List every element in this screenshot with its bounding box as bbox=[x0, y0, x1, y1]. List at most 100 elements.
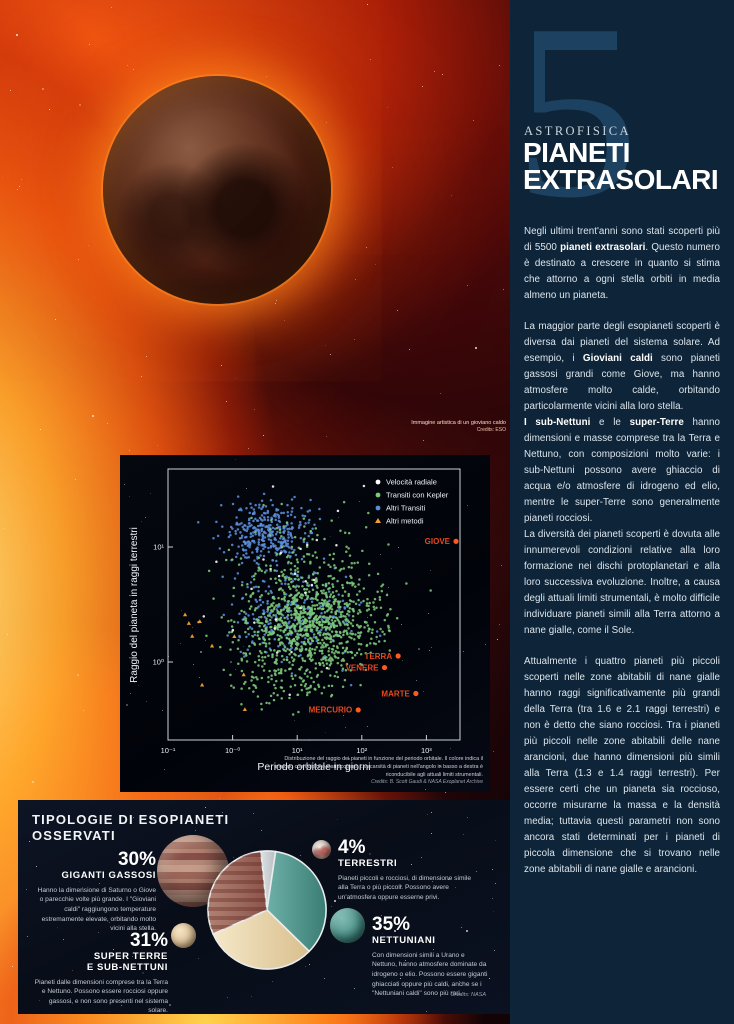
data-point-kepler-principale bbox=[318, 649, 322, 653]
data-point-kepler-principale bbox=[303, 617, 307, 621]
data-point-kepler-principale bbox=[357, 625, 360, 628]
data-point-altri-transiti-misti bbox=[338, 608, 341, 611]
data-point-altri-transiti-misti bbox=[226, 634, 229, 637]
data-point-altri-transiti-misti bbox=[280, 660, 283, 664]
data-point-kepler-principale bbox=[278, 612, 281, 616]
data-point-kepler-principale bbox=[357, 598, 360, 602]
data-point-kepler-giganti bbox=[288, 594, 291, 598]
data-point-kepler-giganti bbox=[350, 561, 354, 565]
data-point-kepler-principale bbox=[322, 664, 326, 667]
data-point-kepler-giganti bbox=[260, 628, 264, 632]
data-point-kepler-giganti bbox=[269, 649, 273, 652]
data-point-velocita-radiale bbox=[274, 618, 278, 621]
data-point-kepler-principale bbox=[328, 657, 331, 661]
data-point-altri-transiti-misti bbox=[267, 622, 270, 626]
star bbox=[134, 681, 136, 683]
data-point-kepler-giganti bbox=[306, 552, 309, 556]
data-point-kepler-piccoli bbox=[256, 677, 259, 681]
data-point-altri-transiti-gioviani-caldi bbox=[284, 544, 288, 547]
data-point-kepler-principale bbox=[320, 601, 323, 605]
data-point-kepler-giganti bbox=[332, 594, 336, 598]
data-point-altri-transiti-gioviani-caldi bbox=[308, 509, 312, 512]
data-point-kepler-giganti bbox=[302, 517, 306, 520]
data-point-kepler-giganti bbox=[345, 550, 348, 553]
data-point-kepler-principale bbox=[297, 621, 300, 624]
y-tick-label: 10¹ bbox=[153, 543, 164, 552]
data-point-kepler-principale bbox=[328, 626, 331, 630]
data-point-kepler-piccoli bbox=[298, 676, 302, 679]
data-point-kepler-giganti bbox=[297, 578, 300, 581]
data-point-kepler-principale bbox=[297, 629, 300, 633]
data-point-altri-transiti-misti bbox=[343, 607, 347, 610]
data-point-altri-transiti-gioviani-caldi bbox=[313, 523, 316, 526]
data-point-kepler-principale bbox=[329, 574, 332, 578]
data-point-kepler-principale bbox=[328, 633, 331, 636]
data-point-altri-transiti-gioviani-caldi bbox=[287, 530, 290, 534]
data-point-altri-transiti-gioviani-caldi bbox=[286, 527, 289, 531]
data-point-altri-transiti-misti bbox=[263, 633, 266, 636]
data-point-kepler-giganti bbox=[327, 575, 330, 578]
data-point-kepler-principale bbox=[363, 620, 367, 624]
data-point-kepler-giganti bbox=[345, 581, 349, 584]
star bbox=[472, 119, 474, 121]
data-point-altri-transiti-gioviani-caldi bbox=[259, 549, 263, 553]
data-point-altri-transiti-gioviani-caldi bbox=[248, 511, 251, 515]
star bbox=[133, 69, 135, 71]
data-point-kepler-giganti bbox=[257, 566, 261, 569]
data-point-kepler-giganti bbox=[303, 560, 306, 564]
data-point-kepler-principale bbox=[334, 630, 338, 633]
data-point-kepler-piccoli bbox=[265, 701, 268, 705]
data-point-kepler-principale bbox=[314, 595, 318, 598]
star bbox=[15, 34, 18, 37]
data-point-kepler-principale bbox=[289, 587, 292, 591]
data-point-kepler-principale bbox=[322, 641, 326, 645]
star bbox=[342, 714, 344, 716]
data-point-kepler-principale bbox=[252, 578, 256, 581]
data-point-kepler-principale bbox=[350, 599, 353, 603]
data-point-altri-transiti-misti bbox=[248, 625, 252, 629]
data-point-kepler-giganti bbox=[315, 556, 319, 559]
data-point-kepler-principale bbox=[218, 645, 222, 649]
star bbox=[492, 898, 494, 900]
data-point-kepler-principale bbox=[297, 654, 300, 658]
legend-marker bbox=[375, 505, 381, 511]
data-point-altri-transiti-gioviani-caldi bbox=[251, 534, 255, 538]
data-point-kepler-principale bbox=[283, 645, 287, 649]
data-point-kepler-principale bbox=[322, 686, 326, 689]
star bbox=[325, 732, 327, 734]
data-point-kepler-piccoli bbox=[230, 684, 233, 687]
data-point-altri-transiti-gioviani-caldi bbox=[260, 527, 264, 531]
star bbox=[227, 997, 229, 999]
data-point-kepler-principale bbox=[323, 599, 327, 602]
data-point-kepler-piccoli bbox=[275, 658, 278, 661]
data-point-altri-transiti-gioviani-caldi bbox=[318, 517, 322, 521]
data-point-kepler-principale bbox=[336, 661, 340, 665]
data-point-kepler-principale bbox=[300, 596, 303, 600]
star bbox=[424, 788, 426, 790]
data-point-kepler-giganti bbox=[329, 565, 332, 569]
data-point-kepler-principale bbox=[263, 638, 267, 642]
data-point-kepler-principale bbox=[257, 658, 261, 662]
data-point-altri-transiti-gioviani-caldi bbox=[302, 540, 306, 544]
data-point-kepler-principale bbox=[300, 628, 304, 631]
data-point-kepler-principale bbox=[308, 620, 312, 624]
data-point-velocita-radiale bbox=[231, 629, 235, 632]
data-point-kepler-principale bbox=[314, 597, 317, 601]
data-point-altri-transiti-misti bbox=[245, 635, 248, 639]
star bbox=[348, 758, 351, 761]
data-point-kepler-principale bbox=[372, 642, 376, 645]
data-point-kepler-principale bbox=[318, 566, 322, 569]
star bbox=[77, 673, 80, 676]
data-point-altri-transiti-gioviani-caldi bbox=[247, 518, 251, 522]
data-point-altri-transiti-misti bbox=[243, 655, 246, 658]
data-point-kepler-principale bbox=[288, 653, 291, 656]
data-point-altri-transiti-gioviani-caldi bbox=[235, 516, 238, 519]
data-point-kepler-principale bbox=[321, 591, 324, 595]
data-point-altri-transiti-gioviani-caldi bbox=[272, 545, 276, 548]
data-point-altri-transiti-gioviani-caldi bbox=[267, 546, 270, 550]
star bbox=[108, 921, 110, 923]
data-point-kepler-giganti bbox=[367, 562, 371, 566]
data-point-kepler-principale bbox=[292, 584, 295, 588]
x-tick-label: 10⁻⁰ bbox=[225, 746, 240, 755]
